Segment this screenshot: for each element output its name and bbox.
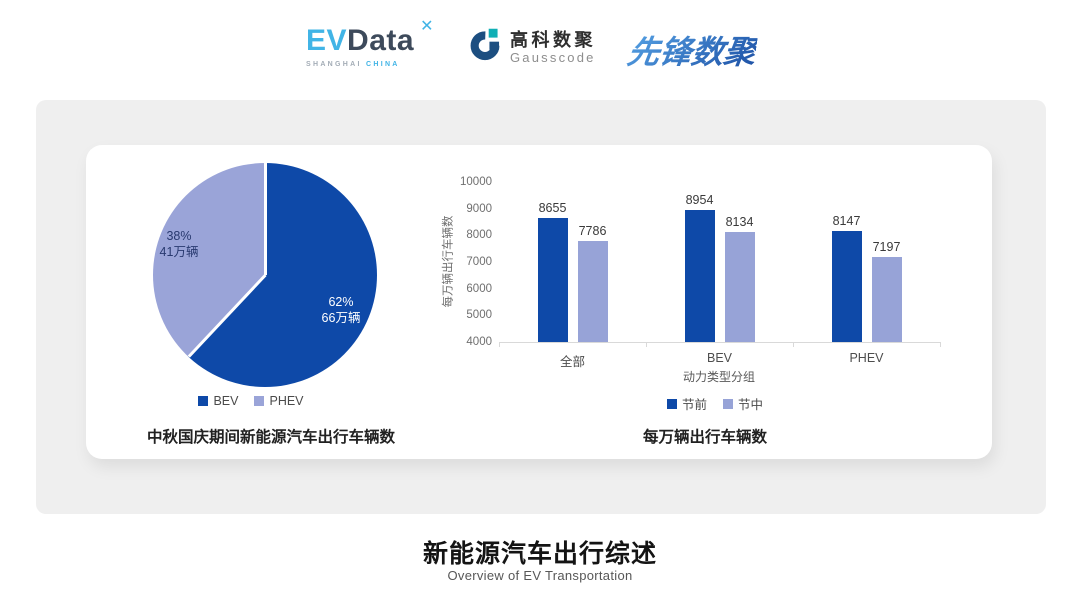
- bar-chart-title: 每万辆出行车辆数: [642, 429, 767, 446]
- bar: [577, 241, 608, 342]
- bar: [724, 231, 755, 342]
- evdata-subtitle: SHANGHAI CHINA: [306, 61, 414, 68]
- y-tick-label: 4000: [466, 336, 492, 348]
- pie-slice-separator: [263, 163, 267, 275]
- bar-plot: 4000 5000 6000 7000 8000 9000 10000 全部 8655 7786 B…: [86, 145, 992, 459]
- bar-value-label: 8954: [685, 192, 714, 207]
- pie-legend: BEV PHEV: [146, 394, 356, 408]
- evdata-wordmark: EVData ✕: [306, 19, 434, 57]
- bar-value-label: 7197: [872, 239, 901, 254]
- y-tick-label: 7000: [466, 256, 492, 268]
- x-axis-line: [499, 342, 940, 343]
- bar-value-label: 7786: [578, 224, 607, 239]
- bar: [537, 217, 568, 342]
- footer-title: 新能源汽车出行综述: [422, 540, 657, 568]
- y-tick-label: 8000: [466, 229, 492, 242]
- legend-item: 节前: [666, 394, 707, 413]
- charts-panel: 62% 66万辆 38% 41万辆 BEV PHEV 中秋国庆期间新能源汽车出行车辆数 …: [36, 100, 1046, 514]
- bar-legend: 节前 节中: [565, 394, 865, 413]
- legend-label: 节中: [738, 398, 764, 412]
- pie-chart: 62% 66万辆 38% 41万辆: [153, 163, 377, 387]
- legend-swatch: [198, 396, 209, 406]
- bar: [831, 231, 862, 342]
- category-label: BEV: [706, 351, 732, 365]
- bar: [684, 209, 715, 342]
- evdata-china-text: CHINA: [365, 61, 400, 68]
- bar-value-label: 8147: [832, 214, 861, 229]
- legend-swatch: [666, 398, 677, 409]
- gausscode-logo: 高科数聚 Gausscode: [468, 28, 596, 67]
- bar-value-label: 8655: [538, 200, 567, 215]
- legend-swatch: [723, 398, 733, 409]
- axis-tick: [793, 342, 794, 347]
- pie-value-label-phev: 38% 41万辆: [159, 229, 199, 259]
- bar: [871, 256, 902, 342]
- gausscode-en-text: Gausscode: [510, 49, 596, 65]
- legend-swatch: [254, 396, 265, 406]
- legend-item: PHEV: [254, 394, 304, 408]
- pie-chart-title: 中秋国庆期间新能源汽车出行车辆数: [146, 429, 395, 446]
- y-tick-label: 9000: [466, 202, 492, 215]
- axis-tick: [499, 342, 500, 347]
- y-tick-label: 6000: [466, 282, 492, 295]
- evdata-logo: EVData ✕ SHANGHAI CHINA: [306, 19, 434, 69]
- legend-label: PHEV: [269, 394, 304, 408]
- footer-subtitle: Overview of EV Transportation: [447, 568, 633, 583]
- evdata-ev-text: EV: [306, 24, 348, 57]
- x-axis-label: 动力类型分组: [682, 370, 755, 384]
- charts-card: 62% 66万辆 38% 41万辆 BEV PHEV 中秋国庆期间新能源汽车出行车辆数 …: [86, 145, 992, 459]
- evdata-shanghai-text: SHANGHAI: [306, 61, 362, 68]
- evdata-x-icon: ✕: [420, 18, 435, 35]
- legend-label: BEV: [213, 394, 239, 408]
- evdata-data-text: Data: [347, 24, 415, 57]
- gausscode-wordmark: 高科数聚 Gausscode: [510, 30, 596, 65]
- category-label: PHEV: [849, 351, 884, 365]
- xianfeng-logo: 先锋数聚: [625, 27, 759, 73]
- legend-label: 节前: [681, 398, 707, 412]
- y-tick-label: 5000: [466, 309, 492, 322]
- legend-item: BEV: [198, 394, 238, 408]
- gausscode-cn-text: 高科数聚: [510, 30, 596, 50]
- pie-value-label-bev: 62% 66万辆: [321, 295, 361, 325]
- y-tick-label: 10000: [460, 176, 492, 188]
- category-label: 全部: [559, 355, 585, 369]
- gausscode-mark-icon: [468, 28, 502, 67]
- axis-tick: [940, 342, 941, 347]
- axis-tick: [646, 342, 647, 347]
- bar-value-label: 8134: [725, 214, 754, 229]
- legend-item: 节中: [723, 394, 763, 413]
